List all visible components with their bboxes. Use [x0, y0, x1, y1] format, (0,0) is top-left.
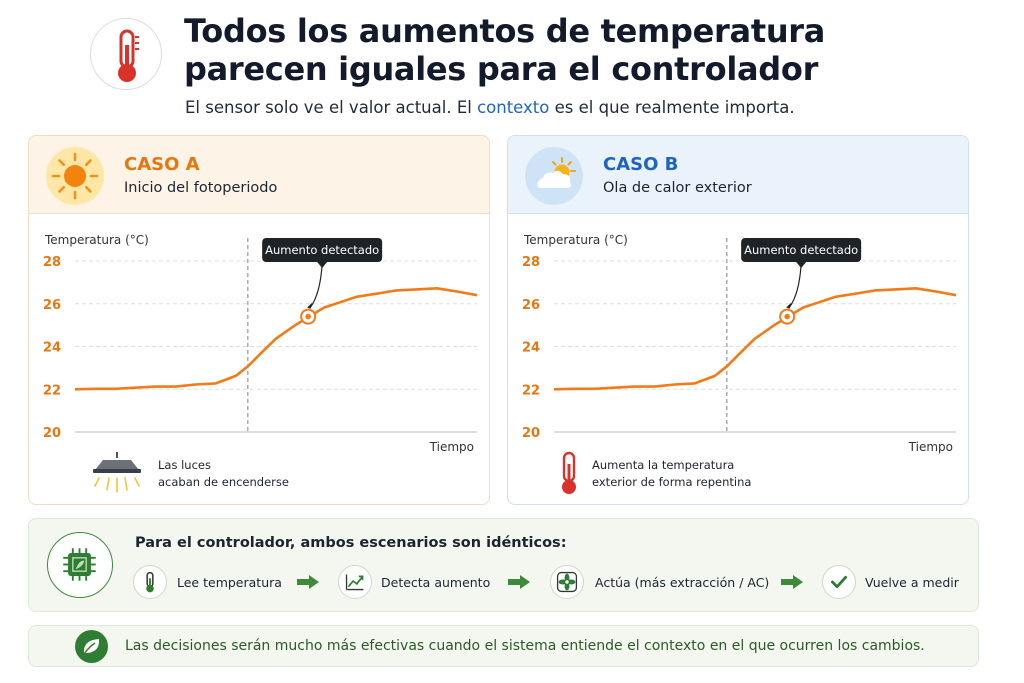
- sun-icon: [46, 147, 104, 205]
- y-tick-label: 20: [522, 426, 540, 441]
- thermometer-icon: [562, 451, 576, 494]
- y-tick-label: 26: [522, 298, 540, 313]
- chip-icon: [47, 532, 113, 598]
- case-b-footer-line1: Aumenta la temperatura: [592, 458, 735, 472]
- case-b-description: Ola de calor exterior: [603, 180, 752, 196]
- detected-point-core: [784, 313, 790, 320]
- chart-ylabel: Temperatura (°C): [523, 233, 628, 247]
- case-b-label: CASO B: [603, 154, 679, 175]
- detected-point-core: [305, 313, 311, 320]
- flow-step-2-label: Detecta aumento: [381, 575, 491, 590]
- leaf-icon: [75, 630, 108, 663]
- annotation-box: [741, 238, 862, 262]
- y-tick-label: 24: [43, 341, 61, 356]
- case-a-header: CASO A Inicio del fotoperiodo: [29, 136, 489, 214]
- case-a-footer-line1: Las luces: [158, 458, 211, 472]
- sun-cloud-icon: [525, 147, 583, 205]
- controller-flow-panel: Para el controlador, ambos escenarios so…: [28, 518, 979, 612]
- case-b-footer-line2: exterior de forma repentina: [592, 475, 752, 489]
- grow-lamp-icon: [93, 452, 141, 493]
- annotation-label: Aumento detectado: [265, 243, 379, 257]
- annotation-arrowhead: [786, 302, 792, 309]
- subtitle-before: El sensor solo ve el valor actual. El: [185, 98, 478, 117]
- chart-xlabel: Tiempo: [908, 440, 953, 454]
- case-b-footer-text: Aumenta la temperatura exterior de forma…: [592, 457, 751, 491]
- y-tick-label: 26: [43, 298, 61, 313]
- temperature-series-line: [74, 287, 478, 391]
- chart-xlabel: Tiempo: [429, 440, 474, 454]
- annotation-box: [262, 238, 383, 262]
- page-title-line2: parecen iguales para el controlador: [184, 50, 819, 88]
- temperature-series-line: [553, 287, 957, 391]
- arrow-right-icon: [508, 575, 530, 589]
- y-tick-label: 28: [522, 255, 540, 270]
- page-title: Todos los aumentos de temperatura parece…: [184, 12, 884, 88]
- case-b-chart: Temperatura (°C) 20 22 24 26 28 Tiempo Aumento …: [522, 233, 957, 454]
- flow-step-1-label: Lee temperatura: [177, 575, 282, 590]
- arrow-right-icon: [781, 575, 803, 589]
- annotation-label: Aumento detectado: [744, 243, 858, 257]
- case-a-footer-line2: acaban de encenderse: [158, 475, 289, 489]
- y-tick-label: 20: [43, 426, 61, 441]
- subtitle-keyword: contexto: [477, 98, 550, 117]
- thermometer-icon: [133, 565, 167, 599]
- flow-step-3-label: Actúa (más extracción / AC): [595, 575, 770, 590]
- check-icon: [822, 565, 856, 599]
- case-a-chart: Temperatura (°C) 20 22 24 26 28 Tiempo Aumento …: [43, 233, 478, 454]
- trend-up-icon: [338, 565, 372, 599]
- y-tick-label: 28: [43, 255, 61, 270]
- case-a-label: CASO A: [124, 154, 200, 175]
- flow-title: Para el controlador, ambos escenarios so…: [135, 535, 567, 551]
- conclusion-banner: Las decisiones serán mucho más efectivas…: [28, 625, 979, 667]
- conclusion-text: Las decisiones serán mucho más efectivas…: [125, 638, 925, 654]
- annotation-pointer: [788, 263, 802, 308]
- subtitle-after: es el que realmente importa.: [549, 98, 795, 117]
- flow-step-4-label: Vuelve a medir: [865, 575, 959, 590]
- case-a-card: CASO A Inicio del fotoperiodo Temperatur…: [28, 135, 490, 505]
- arrow-right-icon: [297, 575, 319, 589]
- annotation-pointer: [309, 263, 323, 308]
- case-b-card: CASO B Ola de calor exterior Temperatura…: [507, 135, 969, 505]
- annotation-arrowhead: [307, 302, 313, 309]
- y-tick-label: 22: [43, 383, 61, 398]
- page-subtitle: El sensor solo ve el valor actual. El co…: [185, 98, 795, 117]
- case-a-footer-text: Las luces acaban de encenderse: [158, 457, 289, 491]
- fan-icon: [550, 565, 584, 599]
- annotation-box-tail: [317, 262, 328, 268]
- y-tick-label: 24: [522, 341, 540, 356]
- case-b-header: CASO B Ola de calor exterior: [508, 136, 968, 214]
- annotation-box-tail: [796, 262, 807, 268]
- page-title-line1: Todos los aumentos de temperatura: [184, 12, 826, 50]
- thermometer-icon: [90, 18, 162, 90]
- y-tick-label: 22: [522, 383, 540, 398]
- case-a-description: Inicio del fotoperiodo: [124, 180, 278, 196]
- chart-ylabel: Temperatura (°C): [44, 233, 149, 247]
